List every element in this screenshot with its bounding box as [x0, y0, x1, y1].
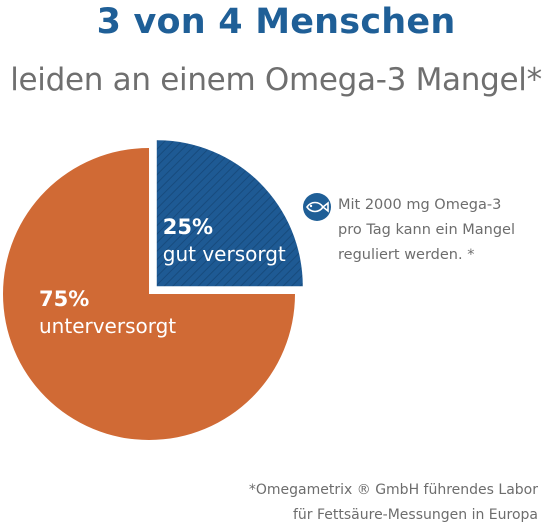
note-line: Mit 2000 mg Omega-3 [338, 197, 502, 213]
note-line: reguliert werden. * [338, 247, 475, 263]
slice-category-label: gut versorgt [163, 242, 286, 266]
pie-slice [3, 148, 295, 440]
note-line: pro Tag kann ein Mangel [338, 222, 515, 238]
omega-note: Mit 2000 mg Omega-3 pro Tag kann ein Man… [338, 193, 538, 268]
footnote-line: für Fettsäure-Messungen in Europa [292, 507, 538, 523]
page-subtitle: leiden an einem Omega-3 Mangel* [10, 62, 542, 98]
slice-category-label: unterversorgt [39, 314, 176, 338]
slice-percent-label: 75% [39, 287, 89, 311]
page-title: 3 von 4 Menschen [96, 2, 456, 42]
source-footnote: *Omegametrix ® GmbH führendes Labor für … [249, 478, 538, 528]
fish-icon [300, 192, 334, 226]
footnote-line: *Omegametrix ® GmbH führendes Labor [248, 482, 538, 498]
pie-slice [156, 140, 303, 287]
slice-percent-label: 25% [163, 215, 213, 239]
